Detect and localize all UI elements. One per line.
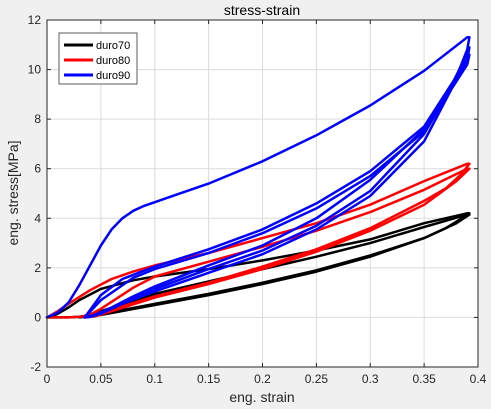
chart-title: stress-strain <box>224 2 300 18</box>
y-tick-label: 6 <box>34 162 41 176</box>
y-tick-label: 12 <box>28 13 42 27</box>
x-tick-label: 0.3 <box>362 372 379 386</box>
y-tick-label: 0 <box>34 310 41 324</box>
x-tick-label: 0.25 <box>305 372 329 386</box>
x-tick-label: 0.4 <box>470 372 487 386</box>
y-tick-label: -2 <box>30 360 41 374</box>
x-tick-label: 0.2 <box>254 372 271 386</box>
series-line-duro80-loop2 <box>83 167 471 319</box>
y-tick-label: 2 <box>34 261 41 275</box>
legend-label-duro70: duro70 <box>96 40 130 52</box>
x-axis-label: eng. strain <box>229 389 294 405</box>
y-axis-label: eng. stress[MPa] <box>5 140 21 245</box>
y-tick-label: 10 <box>28 63 42 77</box>
x-tick-label: 0.35 <box>412 372 436 386</box>
legend-label-duro90: duro90 <box>96 70 130 82</box>
x-tick-label: 0.1 <box>146 372 163 386</box>
x-tick-label: 0.15 <box>197 372 221 386</box>
x-tick-label: 0.05 <box>89 372 113 386</box>
series-line-duro90-loop1 <box>45 36 471 319</box>
y-tick-label: 8 <box>34 112 41 126</box>
series-line-duro90-loop3 <box>83 53 471 319</box>
series-group <box>45 36 471 319</box>
legend-label-duro80: duro80 <box>96 55 130 67</box>
x-tick-label: 0 <box>44 372 51 386</box>
legend: duro70 duro80 duro90 <box>58 32 138 85</box>
y-tick-label: 4 <box>34 211 41 225</box>
ticks <box>46 19 479 368</box>
series-duro90 <box>45 36 471 319</box>
